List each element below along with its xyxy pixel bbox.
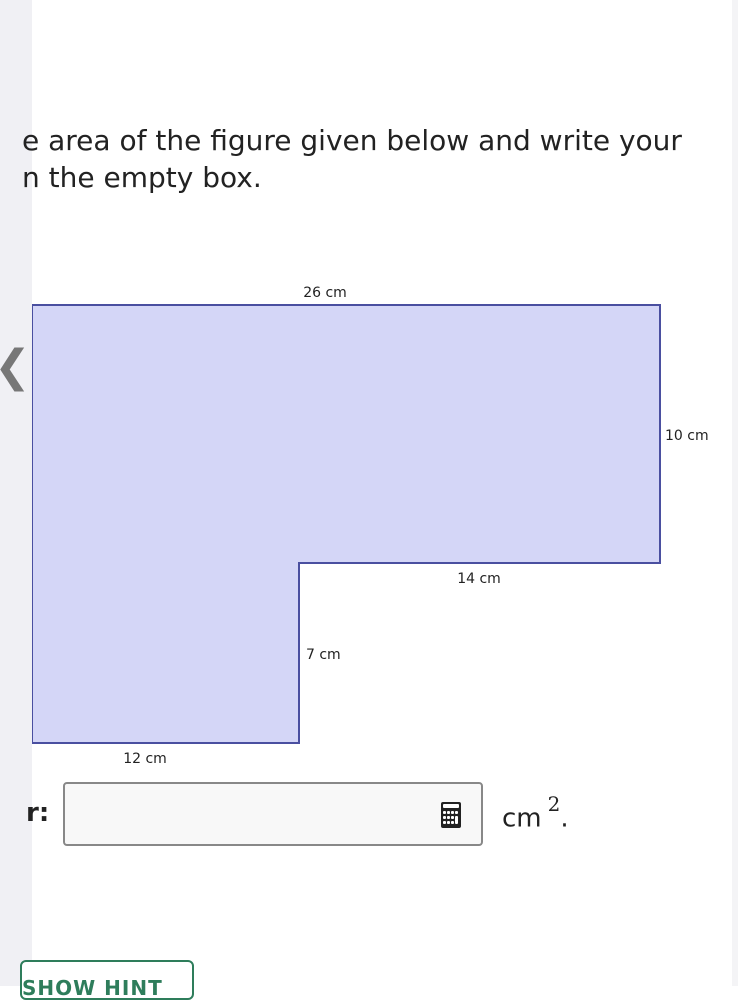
label-top: 26 cm (303, 285, 347, 301)
label-bottom: 12 cm (123, 751, 167, 767)
label-right: 10 cm (665, 428, 709, 444)
question-text: e area of the figure given below and wri… (22, 122, 682, 196)
calculator-icon[interactable] (441, 802, 461, 828)
chevron-left-icon[interactable]: ❮ (0, 345, 31, 389)
answer-label: r: (26, 798, 50, 828)
unit-label: cm 2. (502, 792, 569, 834)
label-step-vertical: 7 cm (306, 647, 341, 663)
question-line-1: e area of the figure given below and wri… (22, 124, 682, 157)
answer-input[interactable] (63, 782, 483, 846)
question-line-2: n the empty box. (22, 161, 262, 194)
right-edge (732, 0, 738, 986)
show-hint-button[interactable]: SHOW HINT (20, 960, 194, 1000)
label-step-horizontal: 14 cm (457, 571, 501, 587)
l-shape (31, 304, 661, 744)
